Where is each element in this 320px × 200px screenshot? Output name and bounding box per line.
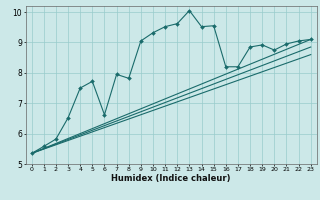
X-axis label: Humidex (Indice chaleur): Humidex (Indice chaleur) — [111, 174, 231, 183]
